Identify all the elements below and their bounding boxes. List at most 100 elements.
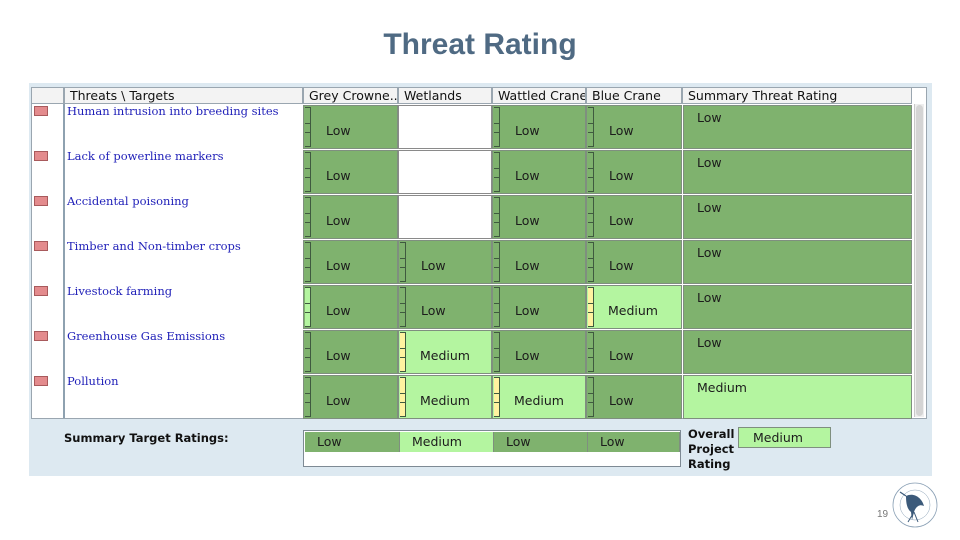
- threat-label[interactable]: Greenhouse Gas Emissions: [67, 329, 226, 343]
- rating-cell-wattled-crane[interactable]: Low: [492, 150, 586, 194]
- threat-marker-icon[interactable]: [34, 286, 48, 296]
- threat-marker-icon[interactable]: [34, 241, 48, 251]
- rating-cell-wetlands[interactable]: Medium: [398, 375, 492, 419]
- summary-threat-rating-cell[interactable]: Medium: [683, 375, 912, 419]
- rating-indicator: [305, 377, 311, 417]
- rating-indicator: [305, 332, 311, 372]
- rating-cell-wattled-crane[interactable]: Low: [492, 195, 586, 239]
- rating-indicator-tick: [494, 123, 500, 133]
- rating-indicator-tick: [588, 258, 594, 268]
- rating-value: Low: [515, 123, 540, 138]
- threat-marker-icon[interactable]: [34, 151, 48, 161]
- rating-cell-grey-crowned-crane[interactable]: Low: [303, 375, 398, 419]
- crane-foundation-logo-icon: [892, 482, 938, 528]
- rating-indicator-tick: [494, 348, 500, 358]
- rating-cell-wetlands[interactable]: [398, 105, 492, 149]
- threat-marker-icon[interactable]: [34, 196, 48, 206]
- rating-cell-blue-crane[interactable]: Low: [586, 240, 682, 284]
- rating-indicator-tick: [305, 213, 311, 223]
- rating-indicator-tick: [588, 348, 594, 358]
- vertical-scrollbar[interactable]: [914, 104, 924, 417]
- rating-indicator: [588, 242, 594, 282]
- overall-project-rating-value: Medium: [738, 427, 831, 448]
- threat-label[interactable]: Human intrusion into breeding sites: [67, 104, 279, 118]
- summary-threat-rating-cell[interactable]: Low: [683, 105, 912, 149]
- header-grey-crowned-crane[interactable]: Grey Crowne...: [303, 87, 398, 104]
- summary-threat-rating-cell[interactable]: Low: [683, 330, 912, 374]
- summary-threat-rating-value: Low: [697, 110, 722, 125]
- rating-indicator: [494, 287, 500, 327]
- summary-target-ratings-label: Summary Target Ratings:: [64, 431, 229, 445]
- threat-label[interactable]: Livestock farming: [67, 284, 173, 298]
- rating-cell-wattled-crane[interactable]: Low: [492, 330, 586, 374]
- rating-indicator-tick: [400, 303, 406, 313]
- rating-cell-wetlands[interactable]: Low: [398, 285, 492, 329]
- threat-label[interactable]: Lack of powerline markers: [67, 149, 224, 163]
- rating-indicator-tick: [400, 258, 406, 268]
- rating-cell-wetlands[interactable]: Low: [398, 240, 492, 284]
- threat-marker-icon[interactable]: [34, 331, 48, 341]
- header-blue-crane[interactable]: Blue Crane: [586, 87, 682, 104]
- rating-cell-wattled-crane[interactable]: Low: [492, 285, 586, 329]
- rating-cell-grey-crowned-crane[interactable]: Low: [303, 330, 398, 374]
- rating-value: Low: [326, 213, 351, 228]
- summary-threat-rating-value: Low: [697, 245, 722, 260]
- threat-label[interactable]: Timber and Non-timber crops: [67, 239, 241, 253]
- rating-value: Medium: [420, 393, 470, 408]
- rating-value: Low: [609, 393, 634, 408]
- rating-cell-blue-crane[interactable]: Low: [586, 105, 682, 149]
- scrollbar-thumb[interactable]: [916, 105, 923, 416]
- summary-threat-rating-value: Low: [697, 335, 722, 350]
- rating-cell-grey-crowned-crane[interactable]: Low: [303, 285, 398, 329]
- rating-indicator-tick: [494, 393, 500, 403]
- summary-threat-rating-cell[interactable]: Low: [683, 150, 912, 194]
- header-wattled-crane[interactable]: Wattled Crane: [492, 87, 586, 104]
- rating-indicator: [494, 152, 500, 192]
- summary-threat-rating-cell[interactable]: Low: [683, 285, 912, 329]
- rating-value: Low: [421, 258, 446, 273]
- rating-cell-grey-crowned-crane[interactable]: Low: [303, 105, 398, 149]
- rating-cell-wattled-crane[interactable]: Low: [492, 105, 586, 149]
- rating-cell-wattled-crane[interactable]: Low: [492, 240, 586, 284]
- rating-cell-blue-crane[interactable]: Low: [586, 330, 682, 374]
- rating-indicator-tick: [400, 348, 406, 358]
- header-summary-threat-rating[interactable]: Summary Threat Rating: [682, 87, 912, 104]
- rating-cell-wetlands[interactable]: [398, 195, 492, 239]
- rating-cell-grey-crowned-crane[interactable]: Low: [303, 240, 398, 284]
- rating-cell-blue-crane[interactable]: Medium: [586, 285, 682, 329]
- rating-indicator-tick: [400, 393, 406, 403]
- rating-cell-wattled-crane[interactable]: Medium: [492, 375, 586, 419]
- rating-indicator: [588, 107, 594, 147]
- rating-value: Low: [515, 168, 540, 183]
- rating-value: Low: [609, 258, 634, 273]
- rating-cell-blue-crane[interactable]: Low: [586, 150, 682, 194]
- header-wetlands[interactable]: Wetlands: [398, 87, 492, 104]
- threat-marker-icon[interactable]: [34, 106, 48, 116]
- rating-cell-grey-crowned-crane[interactable]: Low: [303, 150, 398, 194]
- threat-label[interactable]: Pollution: [67, 374, 119, 388]
- rating-value: Low: [515, 258, 540, 273]
- summary-threat-rating-cell[interactable]: Low: [683, 195, 912, 239]
- summary-threat-rating-cell[interactable]: Low: [683, 240, 912, 284]
- rating-cell-wetlands[interactable]: Medium: [398, 330, 492, 374]
- rating-indicator: [305, 287, 311, 327]
- rating-indicator: [400, 332, 406, 372]
- rating-value: Low: [326, 348, 351, 363]
- rating-cell-blue-crane[interactable]: Low: [586, 375, 682, 419]
- rating-cell-wetlands[interactable]: [398, 150, 492, 194]
- summary-target-rating-wattled-crane: Low: [494, 432, 588, 452]
- threat-label[interactable]: Accidental poisoning: [67, 194, 189, 208]
- rating-cell-grey-crowned-crane[interactable]: Low: [303, 195, 398, 239]
- rating-value: Low: [326, 258, 351, 273]
- rating-indicator-tick: [588, 213, 594, 223]
- rating-indicator: [588, 152, 594, 192]
- rating-value: Low: [515, 303, 540, 318]
- rating-indicator: [588, 287, 594, 327]
- summary-threat-rating-value: Low: [697, 200, 722, 215]
- threat-marker-icon[interactable]: [34, 376, 48, 386]
- rating-indicator: [494, 377, 500, 417]
- rating-cell-blue-crane[interactable]: Low: [586, 195, 682, 239]
- rating-value: Low: [515, 348, 540, 363]
- header-threats-targets[interactable]: Threats \ Targets: [64, 87, 303, 104]
- rating-value: Low: [609, 348, 634, 363]
